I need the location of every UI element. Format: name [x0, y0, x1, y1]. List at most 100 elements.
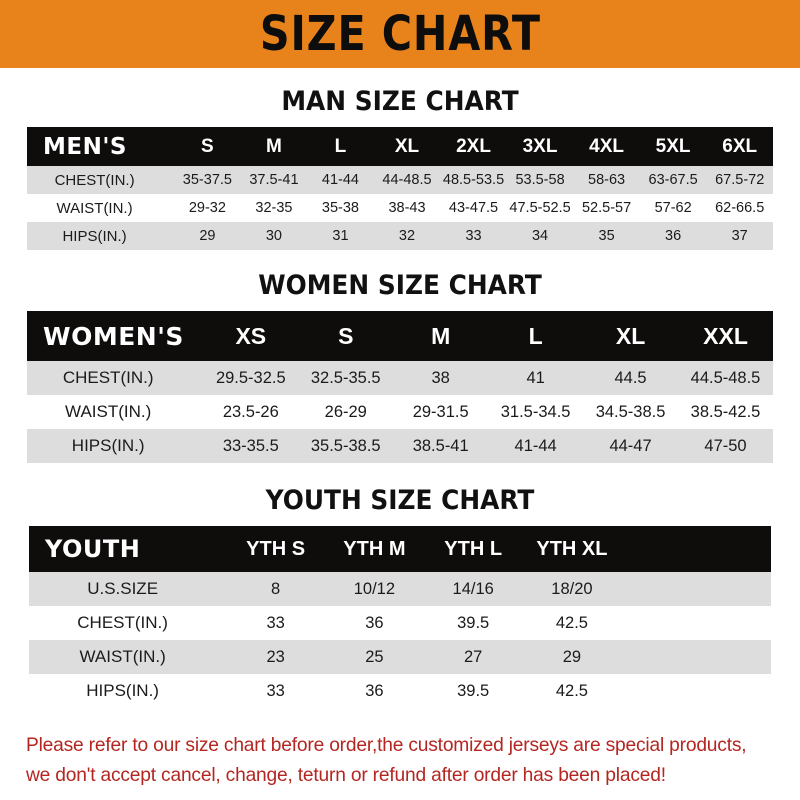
order-policy-note: Please refer to our size chart before or… [0, 730, 800, 790]
table-cell: 29 [562, 647, 582, 666]
table-cell: 47-50 [704, 436, 747, 455]
table-cell: 44.5-48.5 [690, 368, 761, 387]
table-cell: 39.5 [457, 613, 490, 632]
order-policy-note-line-1: Please refer to our size chart before or… [26, 734, 747, 756]
table-cell: 33 [266, 613, 285, 632]
youth-row-spacer [621, 572, 771, 606]
table-cell: 37.5-41 [249, 172, 299, 188]
table-cell: 8 [271, 579, 281, 598]
table-cell: 35 [598, 228, 615, 244]
man-section-title: MAN SIZE CHART [281, 86, 519, 117]
table-row: U.S.SIZE 8 10/12 14/16 18/20 [29, 572, 771, 606]
women-column-header: M [431, 322, 451, 349]
table-row: WAIST(IN.) 23 25 27 29 [29, 640, 771, 674]
youth-header-row: YOUTH YTH S YTH M YTH L YTH XL [29, 526, 771, 572]
youth-table-body: YOUTH YTH S YTH M YTH L YTH XL U.S.SIZE 8 10/12… [29, 526, 771, 708]
table-cell: 47.5-52.5 [509, 200, 571, 216]
women-size-table: WOMEN'S XS S M L XL XXL CHEST(IN.) 29.5-32.5 32.5… [27, 311, 773, 463]
table-row: HIPS(IN.) 33-35.5 35.5-38.5 38.5-41 41-44 44-… [27, 429, 773, 463]
table-cell: 31.5-34.5 [500, 402, 571, 421]
youth-column-header: YTH S [246, 537, 306, 560]
man-column-header: 4XL [589, 135, 624, 157]
youth-column-header: YTH M [343, 537, 406, 560]
table-cell: 67.5-72 [715, 172, 765, 188]
youth-row-label: WAIST(IN.) [79, 647, 166, 666]
table-cell: 35.5-38.5 [310, 436, 381, 455]
man-column-header: M [266, 135, 282, 157]
table-cell: 36 [365, 613, 384, 632]
table-cell: 29 [199, 228, 216, 244]
table-cell: 30 [265, 228, 282, 244]
table-cell: 48.5-53.5 [442, 172, 505, 188]
youth-header-label: YOUTH [45, 535, 141, 563]
youth-row-label: CHEST(IN.) [77, 613, 168, 632]
women-column-header: S [338, 322, 354, 349]
youth-size-table: YOUTH YTH S YTH M YTH L YTH XL U.S.SIZE 8 10/12… [29, 526, 771, 708]
page-title: SIZE CHART [259, 6, 541, 62]
table-cell: 57-62 [654, 200, 692, 216]
table-cell: 35-37.5 [182, 172, 232, 188]
table-cell: 38-43 [388, 200, 426, 216]
table-row: HIPS(IN.) 33 36 39.5 42.5 [29, 674, 771, 708]
table-cell: 53.5-58 [515, 172, 565, 188]
table-cell: 41-44 [321, 172, 359, 188]
man-column-header: 3XL [522, 135, 558, 157]
table-cell: 62-66.5 [715, 200, 765, 216]
table-cell: 10/12 [353, 579, 396, 598]
youth-row-spacer [621, 606, 771, 640]
table-cell: 34 [531, 228, 549, 244]
man-column-header: 6XL [722, 135, 758, 157]
table-cell: 29.5-32.5 [215, 368, 286, 387]
table-cell: 32 [398, 228, 416, 244]
table-cell: 34.5-38.5 [595, 402, 666, 421]
table-cell: 26-29 [324, 402, 367, 421]
table-row: CHEST(IN.) 33 36 39.5 42.5 [29, 606, 771, 640]
man-column-header: 5XL [655, 135, 691, 157]
table-cell: 58-63 [588, 172, 626, 188]
women-header-label: WOMEN'S [43, 321, 184, 351]
man-column-header: 2XL [456, 135, 491, 157]
table-cell: 31 [332, 228, 349, 244]
table-cell: 23.5-26 [222, 402, 279, 421]
women-column-header: XS [235, 322, 267, 349]
women-row-label: WAIST(IN.) [65, 402, 152, 421]
man-column-header: S [201, 135, 214, 157]
table-cell: 25 [365, 647, 384, 666]
man-column-header: XL [394, 135, 420, 157]
man-column-header: L [334, 135, 347, 157]
table-cell: 63-67.5 [648, 172, 698, 188]
table-cell: 38.5-42.5 [690, 402, 761, 421]
youth-section-title: YOUTH SIZE CHART [265, 485, 535, 516]
table-cell: 44-47 [609, 436, 652, 455]
table-cell: 44.5 [614, 368, 647, 387]
women-table-body: WOMEN'S XS S M L XL XXL CHEST(IN.) 29.5-32.5 32.5… [27, 311, 773, 463]
order-policy-note-line-2: we don't accept cancel, change, teturn o… [26, 764, 666, 786]
table-cell: 43-47.5 [448, 200, 499, 216]
table-cell: 33-35.5 [222, 436, 279, 455]
youth-table: YOUTH YTH S YTH M YTH L YTH XL U.S.SIZE 8 10/12… [29, 526, 771, 708]
man-row-label: WAIST(IN.) [56, 199, 133, 217]
table-cell: 14/16 [452, 579, 494, 598]
youth-row-label: U.S.SIZE [87, 579, 159, 598]
table-cell: 42.5 [555, 681, 588, 700]
table-cell: 35-38 [321, 200, 359, 216]
man-header-label: MEN'S [43, 133, 127, 160]
table-row: WAIST(IN.) 23.5-26 26-29 29-31.5 31.5-34.5 34… [27, 395, 773, 429]
table-cell: 37 [731, 228, 748, 244]
man-table: MEN'S S M L XL 2XL 3XL 4XL 5XL 6XL CHEST(IN.) 35-37… [27, 127, 773, 250]
women-column-header: XXL [703, 322, 748, 349]
table-cell: 52.5-57 [581, 200, 632, 216]
youth-row-spacer [621, 674, 771, 708]
table-cell: 27 [463, 647, 483, 666]
youth-header-spacer [621, 526, 771, 572]
table-cell: 32-35 [255, 200, 293, 216]
table-cell: 32.5-35.5 [310, 368, 381, 387]
table-cell: 33 [465, 228, 482, 244]
youth-column-header: YTH XL [536, 537, 608, 560]
table-cell: 18/20 [551, 579, 593, 598]
man-size-table: MEN'S S M L XL 2XL 3XL 4XL 5XL 6XL CHEST(IN.) 35-37… [27, 127, 773, 250]
table-row: WAIST(IN.) 29-32 32-35 35-38 38-43 43-47.5 47.… [27, 194, 773, 222]
women-row-label: CHEST(IN.) [62, 368, 154, 387]
women-column-header: L [528, 322, 543, 349]
women-column-header: XL [615, 322, 646, 349]
